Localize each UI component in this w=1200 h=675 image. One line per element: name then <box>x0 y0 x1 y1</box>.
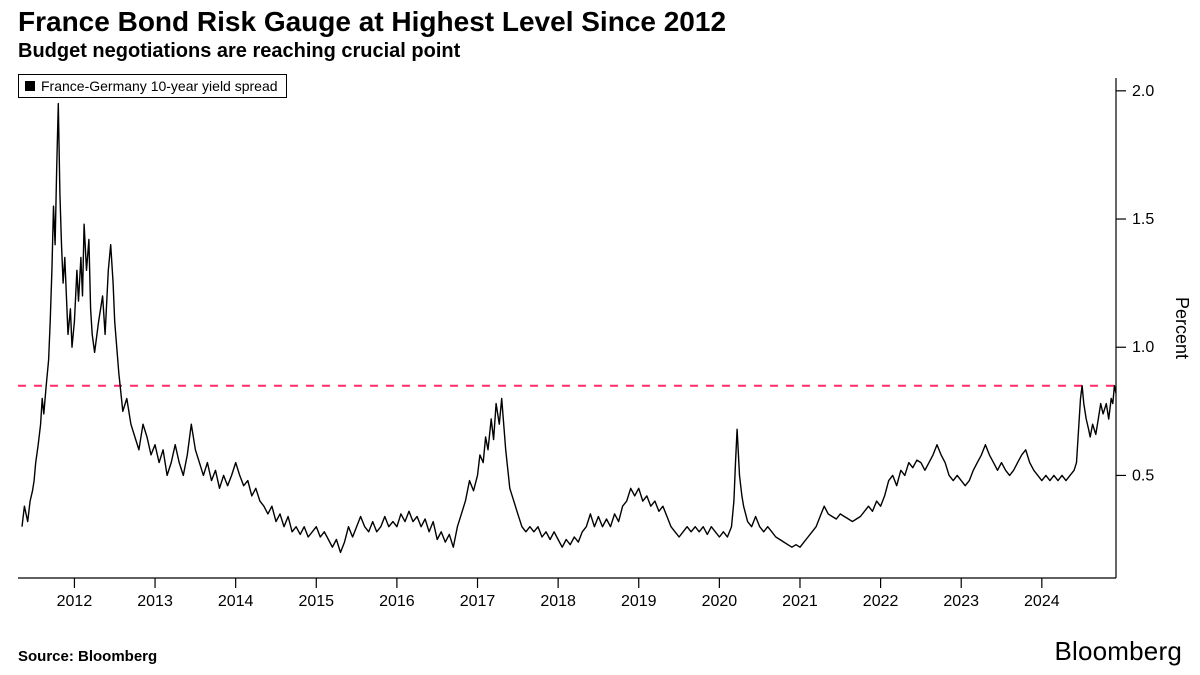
svg-text:2018: 2018 <box>540 593 576 610</box>
svg-text:2014: 2014 <box>218 593 254 610</box>
svg-text:2024: 2024 <box>1024 593 1060 610</box>
brand-logo: Bloomberg <box>1054 636 1182 667</box>
svg-text:2019: 2019 <box>621 593 657 610</box>
legend: France-Germany 10-year yield spread <box>18 74 287 98</box>
chart-subtitle: Budget negotiations are reaching crucial… <box>18 40 460 63</box>
svg-text:2020: 2020 <box>702 593 738 610</box>
svg-text:2023: 2023 <box>943 593 979 610</box>
svg-text:2016: 2016 <box>379 593 415 610</box>
svg-text:2017: 2017 <box>460 593 496 610</box>
svg-text:2021: 2021 <box>782 593 818 610</box>
line-chart: 2012 2013 2014 2015 2016 2017 2018 2019 2020 2021… <box>0 70 1200 630</box>
svg-text:2012: 2012 <box>57 593 93 610</box>
chart-source: Source: Bloomberg <box>18 648 157 665</box>
chart-title: France Bond Risk Gauge at Highest Level … <box>18 6 726 38</box>
svg-text:0.5: 0.5 <box>1132 467 1154 484</box>
svg-text:1.5: 1.5 <box>1132 211 1154 228</box>
svg-text:1.0: 1.0 <box>1132 339 1154 356</box>
svg-text:2013: 2013 <box>137 593 173 610</box>
legend-swatch <box>25 81 35 91</box>
svg-text:Percent: Percent <box>1172 297 1192 359</box>
svg-text:2.0: 2.0 <box>1132 83 1154 100</box>
svg-text:2022: 2022 <box>863 593 899 610</box>
legend-label: France-Germany 10-year yield spread <box>41 78 278 94</box>
svg-text:2015: 2015 <box>298 593 334 610</box>
